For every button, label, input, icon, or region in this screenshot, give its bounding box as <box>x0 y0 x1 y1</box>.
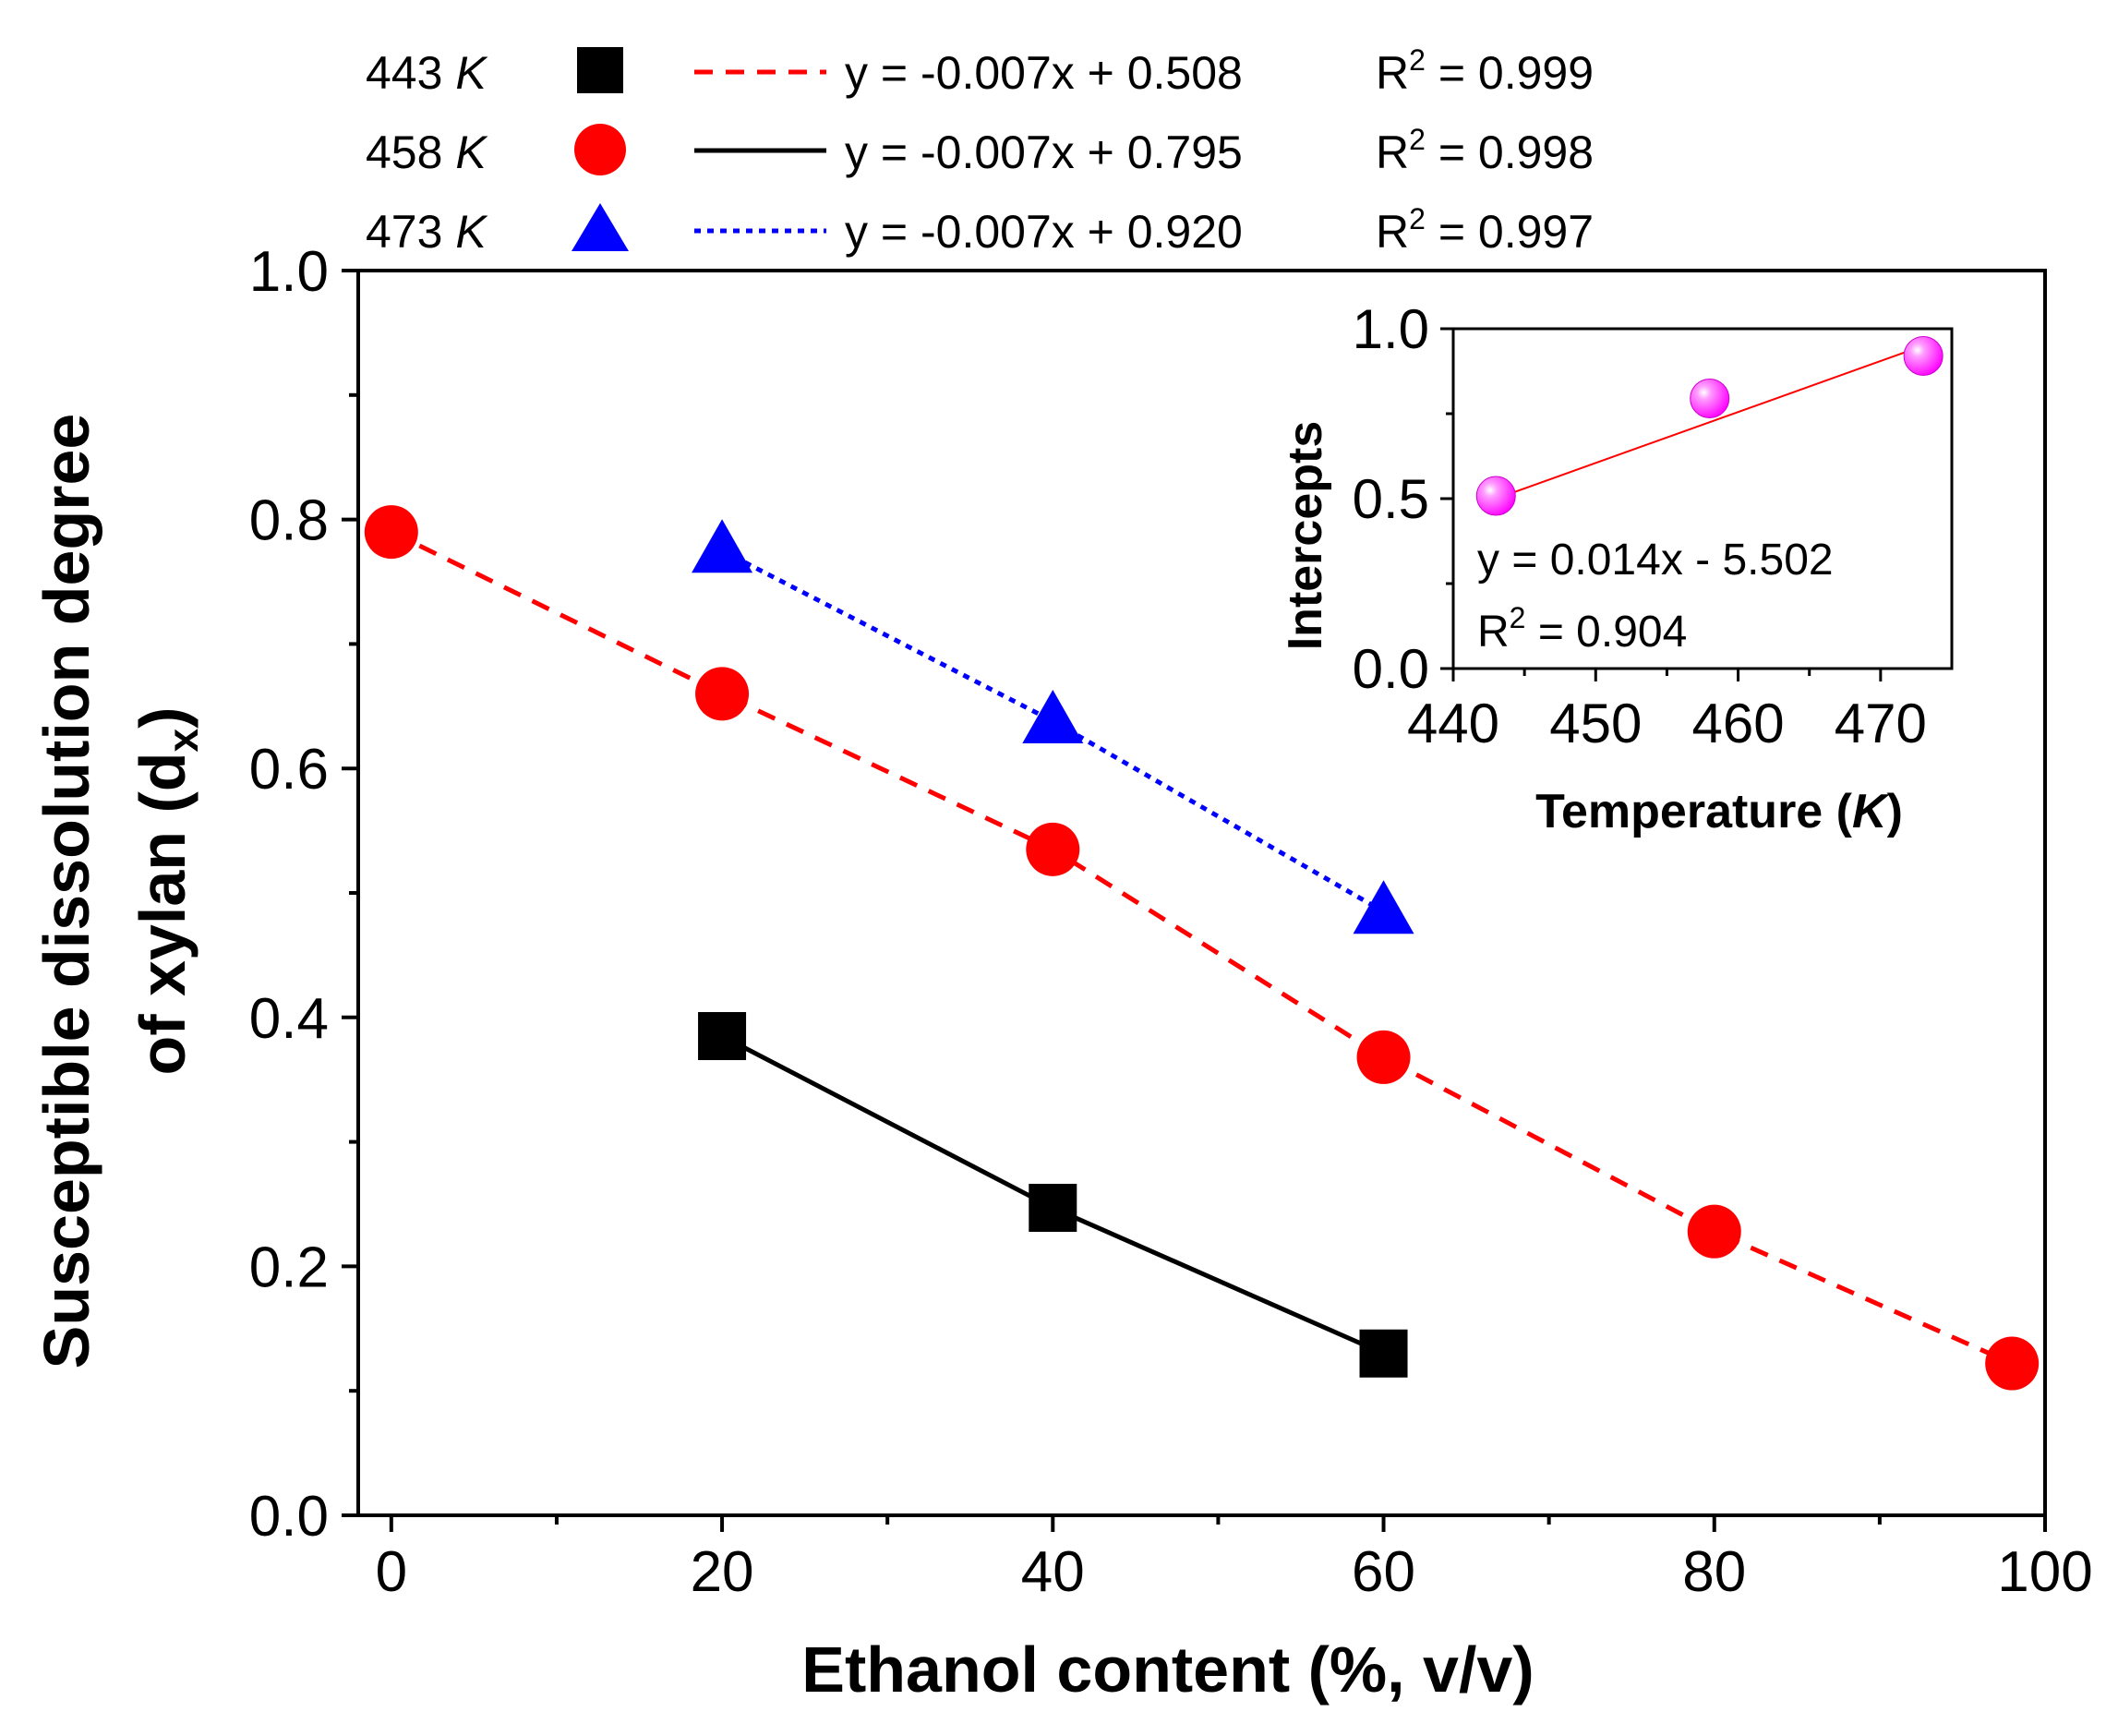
legend-label-443: 443 K <box>366 47 488 99</box>
legend-row-473: 473 K y = -0.007x + 0.920 R2 = 0.997 <box>366 202 1594 258</box>
legend-label-473: 473 K <box>366 206 488 258</box>
fit-line-473 <box>720 549 1385 914</box>
inset-y-tick-label: 0.0 <box>1353 638 1429 700</box>
y-axis-title: Susceptible dissolution degree of xylan … <box>30 414 207 1369</box>
inset-data-point <box>1475 476 1516 516</box>
data-point-triangle <box>692 519 753 573</box>
legend-marker-square <box>577 47 623 93</box>
x-tick-label: 0 <box>376 1540 407 1604</box>
inset-y-tick-label: 0.5 <box>1353 468 1429 530</box>
inset-data-point <box>1690 378 1730 418</box>
legend-label-458: 458 K <box>366 127 488 178</box>
legend-row-443: 443 K y = -0.007x + 0.508 R2 = 0.999 <box>366 43 1594 99</box>
y-tick-label: 0.8 <box>249 489 329 553</box>
data-point-circle <box>1687 1204 1741 1259</box>
plot-frame <box>356 269 2047 1517</box>
legend-r2-443: R2 = 0.999 <box>1376 43 1594 99</box>
inset-axis-ticks: 440 450 460 470 0.0 0.5 1.0 <box>1353 298 1927 754</box>
data-point-circle <box>1985 1336 2040 1391</box>
main-data-points <box>364 505 2040 1391</box>
inset-y-tick-label: 1.0 <box>1353 298 1429 360</box>
x-tick-label: 40 <box>1021 1540 1085 1604</box>
legend-r2-458: R2 = 0.998 <box>1376 123 1594 178</box>
inset-data-point <box>1903 335 1944 376</box>
legend-r2-473: R2 = 0.997 <box>1376 202 1594 258</box>
legend-marker-circle <box>574 124 626 175</box>
data-point-square <box>1359 1329 1408 1378</box>
data-point-circle <box>364 505 418 560</box>
y-tick-label: 1.0 <box>249 240 329 304</box>
inset-x-tick-label: 470 <box>1835 693 1927 754</box>
x-tick-label: 100 <box>1997 1540 2092 1604</box>
x-tick-label: 80 <box>1682 1540 1746 1604</box>
legend: 443 K y = -0.007x + 0.508 R2 = 0.999 458… <box>366 43 1594 258</box>
data-point-square <box>698 1012 747 1061</box>
inset-x-tick-label: 460 <box>1692 693 1785 754</box>
y-axis-title-line2: of xylan (dx) <box>126 707 207 1076</box>
x-tick-label: 20 <box>691 1540 754 1604</box>
legend-equation-458: y = -0.007x + 0.795 <box>845 127 1243 178</box>
inset-chart: 440 450 460 470 0.0 0.5 1.0 y = 0.014x - 5.502… <box>1279 298 1954 838</box>
inset-x-tick-label: 440 <box>1407 693 1499 754</box>
inset-fit-line <box>1495 344 1924 500</box>
fit-line-458 <box>390 529 2014 1366</box>
data-point-circle <box>1026 822 1080 876</box>
data-point-circle <box>695 667 750 721</box>
y-tick-label: 0.4 <box>249 987 329 1051</box>
legend-equation-473: y = -0.007x + 0.920 <box>845 206 1243 258</box>
data-point-triangle <box>1353 880 1414 934</box>
data-point-square <box>1029 1184 1077 1233</box>
y-tick-label: 0.0 <box>249 1485 329 1549</box>
inset-x-axis-title: Temperature (K) <box>1535 785 1903 838</box>
y-tick-label: 0.6 <box>249 738 329 802</box>
x-tick-label: 60 <box>1352 1540 1415 1604</box>
legend-equation-443: y = -0.007x + 0.508 <box>845 47 1243 99</box>
main-axis-ticks: 0 20 40 60 80 100 0.0 0.2 0.4 0.6 0.8 1.0 <box>249 240 2093 1604</box>
main-fit-lines <box>390 529 2014 1366</box>
inset-regression-line <box>1495 344 1924 500</box>
y-tick-label: 0.2 <box>249 1236 329 1299</box>
legend-row-458: 458 K y = -0.007x + 0.795 R2 = 0.998 <box>366 123 1594 178</box>
inset-equation: y = 0.014x - 5.502 <box>1477 536 1834 585</box>
inset-r2: R2 = 0.904 <box>1477 601 1687 657</box>
data-point-triangle <box>1022 689 1084 743</box>
inset-x-tick-label: 450 <box>1549 693 1642 754</box>
x-axis-title: Ethanol content (%, v/v) <box>801 1634 1534 1706</box>
y-axis-title-line1: Susceptible dissolution degree <box>30 414 102 1369</box>
legend-marker-triangle <box>572 203 629 251</box>
data-point-circle <box>1356 1030 1411 1084</box>
inset-y-axis-title: Intercepts <box>1279 421 1332 651</box>
inset-data-points <box>1475 335 1944 516</box>
